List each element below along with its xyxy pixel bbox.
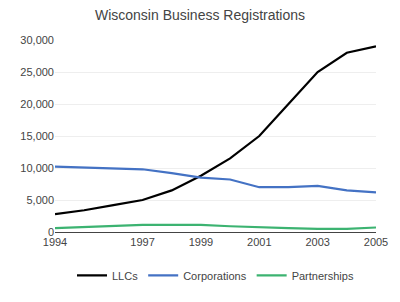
svg-text:Corporations: Corporations [183,270,246,282]
svg-text:1997: 1997 [130,236,154,248]
svg-text:15,000: 15,000 [20,130,54,142]
svg-text:2005: 2005 [364,236,388,248]
svg-text:10,000: 10,000 [20,162,54,174]
svg-text:2003: 2003 [305,236,329,248]
svg-text:5,000: 5,000 [26,194,54,206]
svg-text:0: 0 [48,226,54,238]
svg-text:Partnerships: Partnerships [292,270,354,282]
svg-text:20,000: 20,000 [20,98,54,110]
svg-text:1994: 1994 [43,236,67,248]
svg-text:25,000: 25,000 [20,66,54,78]
svg-text:Wisconsin Business Registratio: Wisconsin Business Registrations [95,7,305,23]
svg-text:LLCs: LLCs [112,270,138,282]
svg-text:30,000: 30,000 [20,34,54,46]
svg-text:2001: 2001 [247,236,271,248]
svg-text:1999: 1999 [189,236,213,248]
